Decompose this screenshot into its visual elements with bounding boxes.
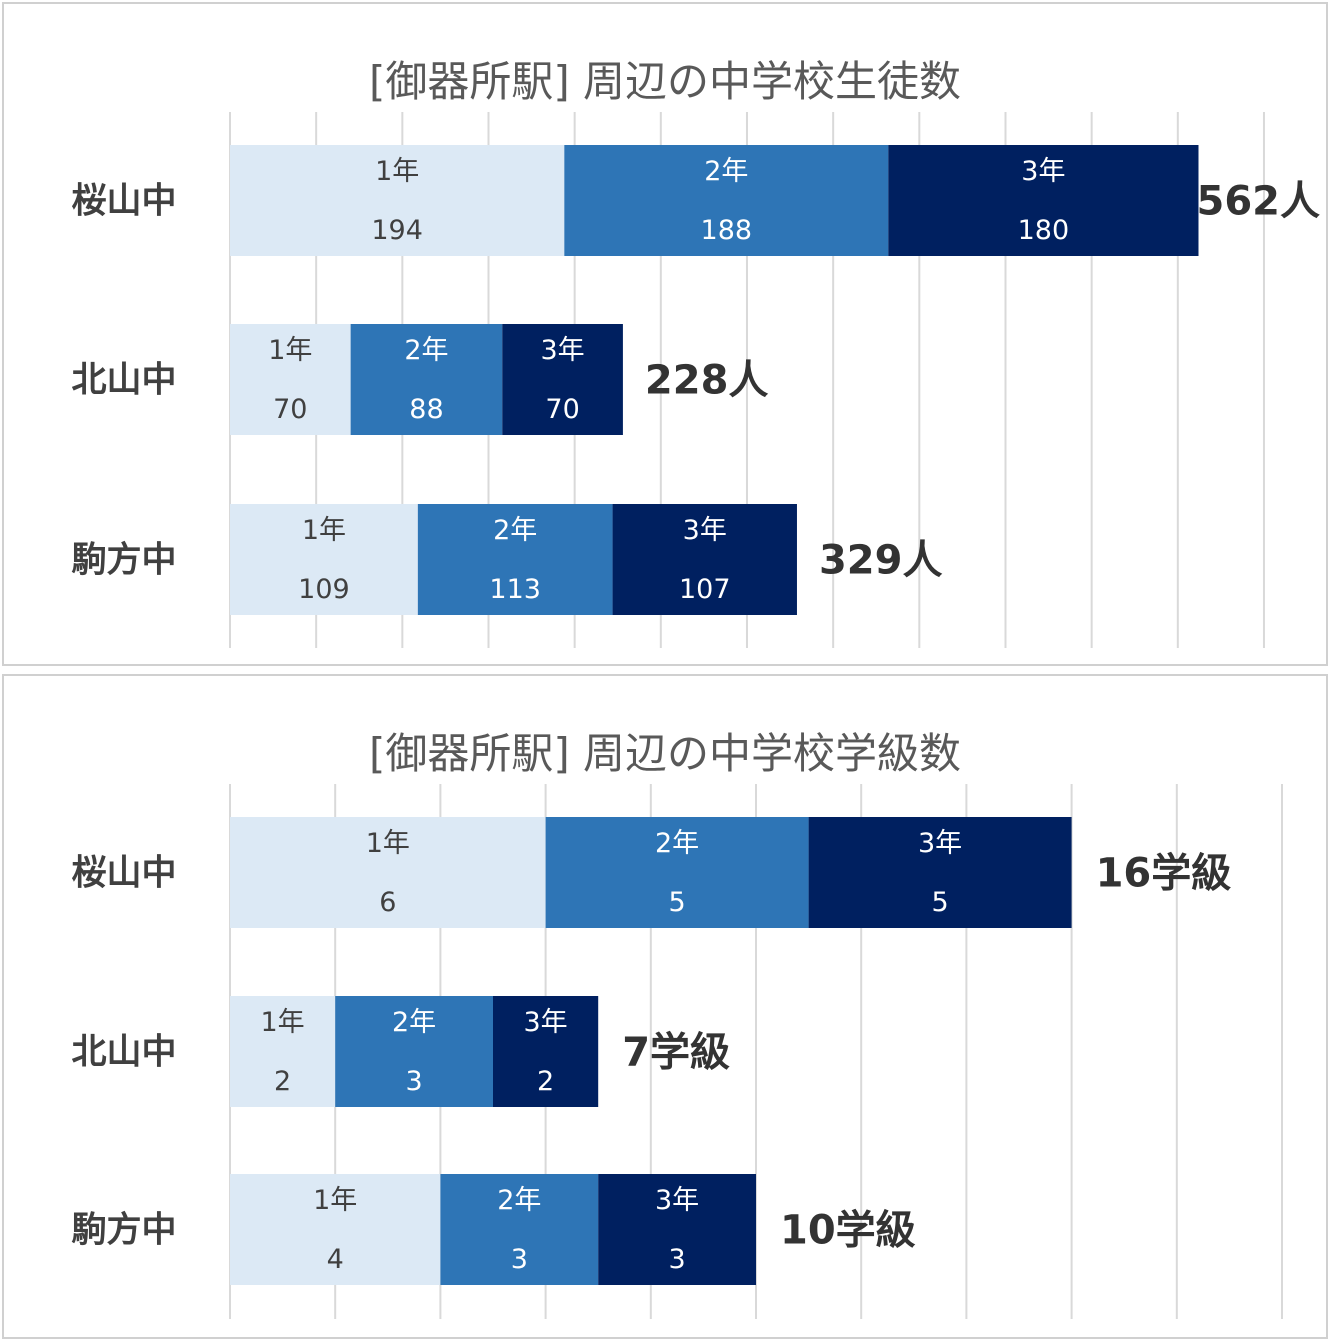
bar-segment xyxy=(230,145,565,256)
bar-segment xyxy=(350,324,503,435)
total-label: 10学級 xyxy=(780,1208,916,1254)
bar-segment xyxy=(440,1174,599,1285)
bar-segment xyxy=(502,324,623,435)
segment-series-label: 3年 xyxy=(683,515,727,546)
segment-series-label: 1年 xyxy=(261,1007,305,1038)
segment-value-label: 109 xyxy=(298,574,350,605)
segment-value-label: 88 xyxy=(409,394,443,425)
category-label: 駒方中 xyxy=(71,541,176,581)
bar-segment xyxy=(564,145,889,256)
bar-segment xyxy=(612,504,797,615)
segment-series-label: 2年 xyxy=(497,1185,541,1216)
segment-series-label: 3年 xyxy=(918,828,962,859)
classes-chart-title: [御器所駅] 周辺の中学校学級数 xyxy=(368,729,962,778)
segment-series-label: 1年 xyxy=(268,335,312,366)
total-label: 562人 xyxy=(1197,179,1321,225)
bar-segment xyxy=(230,324,351,435)
segment-series-label: 1年 xyxy=(366,828,410,859)
segment-series-label: 3年 xyxy=(524,1007,568,1038)
total-label: 228人 xyxy=(645,358,769,404)
segment-series-label: 1年 xyxy=(313,1185,357,1216)
students-chart-title: [御器所駅] 周辺の中学校生徒数 xyxy=(368,57,962,106)
segment-series-label: 2年 xyxy=(655,828,699,859)
category-label: 北山中 xyxy=(71,1033,176,1073)
category-label: 桜山中 xyxy=(71,182,176,222)
bar-segment xyxy=(598,1174,756,1285)
segment-series-label: 2年 xyxy=(392,1007,436,1038)
total-label: 7学級 xyxy=(622,1030,730,1076)
segment-value-label: 6 xyxy=(379,887,396,918)
segment-value-label: 3 xyxy=(511,1244,528,1275)
segment-value-label: 4 xyxy=(327,1244,344,1275)
bar-segment xyxy=(335,996,493,1107)
bar-segment xyxy=(808,817,1072,928)
bar-segment xyxy=(230,996,336,1107)
segment-value-label: 2 xyxy=(274,1066,291,1097)
bar-segment xyxy=(545,817,809,928)
segment-value-label: 107 xyxy=(679,574,731,605)
segment-series-label: 3年 xyxy=(541,335,585,366)
bar-segment xyxy=(493,996,599,1107)
segment-series-label: 2年 xyxy=(493,515,537,546)
bar-segment xyxy=(230,817,546,928)
segment-value-label: 188 xyxy=(701,215,753,246)
segment-value-label: 2 xyxy=(537,1066,554,1097)
segment-value-label: 5 xyxy=(669,887,686,918)
category-label: 駒方中 xyxy=(71,1211,176,1251)
segment-series-label: 1年 xyxy=(375,156,419,187)
total-label: 329人 xyxy=(819,538,943,584)
segment-value-label: 3 xyxy=(669,1244,686,1275)
segment-value-label: 194 xyxy=(371,215,423,246)
bar-segment xyxy=(888,145,1199,256)
segment-series-label: 1年 xyxy=(302,515,346,546)
category-label: 北山中 xyxy=(71,361,176,401)
total-label: 16学級 xyxy=(1096,851,1232,897)
segment-value-label: 113 xyxy=(489,574,541,605)
segment-value-label: 5 xyxy=(932,887,949,918)
segment-value-label: 70 xyxy=(545,394,579,425)
segment-series-label: 2年 xyxy=(704,156,748,187)
segment-series-label: 3年 xyxy=(655,1185,699,1216)
segment-series-label: 2年 xyxy=(404,335,448,366)
bar-segment xyxy=(230,1174,441,1285)
bar-segment xyxy=(417,504,613,615)
classes-chart-panel: [御器所駅] 周辺の中学校学級数 桜山中 1年 6 2年 5 3年 5 16学級北山中 1年 2 2… xyxy=(2,674,1328,1339)
segment-value-label: 70 xyxy=(273,394,307,425)
segment-value-label: 180 xyxy=(1018,215,1070,246)
students-chart-panel: [御器所駅] 周辺の中学校生徒数 桜山中 1年 194 2年 188 3年 180 562人北… xyxy=(2,2,1328,666)
category-label: 桜山中 xyxy=(71,854,176,894)
segment-value-label: 3 xyxy=(406,1066,423,1097)
bar-segment xyxy=(230,504,418,615)
segment-series-label: 3年 xyxy=(1021,156,1065,187)
